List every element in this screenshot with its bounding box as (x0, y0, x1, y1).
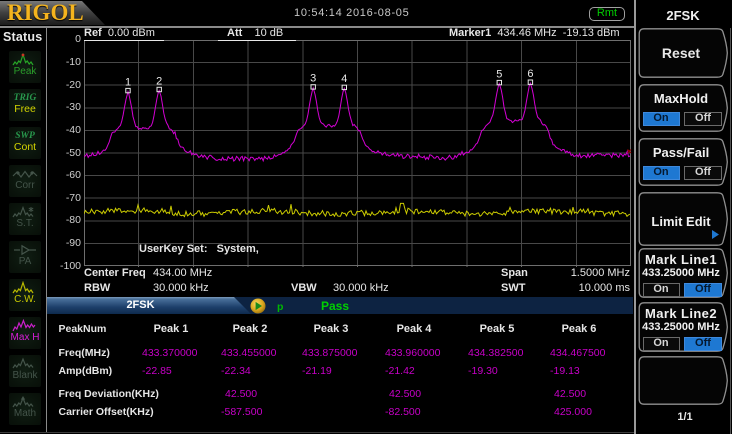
svg-text:2: 2 (156, 75, 162, 87)
svg-text:1: 1 (125, 76, 131, 88)
svg-text:5: 5 (496, 68, 502, 80)
svg-text:4: 4 (341, 73, 347, 85)
svg-text:6: 6 (527, 68, 533, 80)
svg-text:3: 3 (310, 73, 316, 85)
